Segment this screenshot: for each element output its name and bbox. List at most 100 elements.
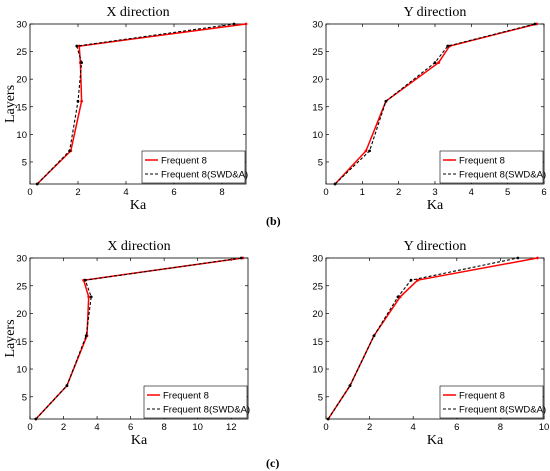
y-tick-label: 15 xyxy=(16,337,27,348)
y-axis-label: Layers xyxy=(3,319,18,357)
x-axis-label: Ka xyxy=(427,198,444,213)
chart-panel-3: X direction 0 2 4 6 8 10 12 5 10 15 20 25 30 Ka Layers F… xyxy=(3,239,250,448)
data-point xyxy=(437,61,441,65)
legend-box xyxy=(141,150,246,184)
legend: Frequent 8 Frequent 8(SWD&A) xyxy=(143,385,250,419)
legend-entry-1: Frequent 8 xyxy=(161,156,207,167)
y-tick-label: 5 xyxy=(22,157,27,168)
data-point xyxy=(396,295,400,299)
y-tick-label: 30 xyxy=(16,20,27,31)
x-tick-label: 5 xyxy=(505,187,510,198)
x-tick-label: 2 xyxy=(367,422,372,433)
series-line-2 xyxy=(36,23,235,185)
data-point xyxy=(446,44,450,48)
data-point xyxy=(364,149,368,153)
data-point xyxy=(372,334,376,338)
x-tick-label: 8 xyxy=(162,422,167,433)
y-tick-label: 5 xyxy=(318,157,323,168)
y-tick-label: 25 xyxy=(312,281,323,292)
data-point xyxy=(35,182,39,186)
y-tick-label: 10 xyxy=(312,365,323,376)
y-tick-label: 25 xyxy=(312,47,323,58)
y-tick-label: 10 xyxy=(16,365,27,376)
data-point xyxy=(333,182,337,186)
legend-entry-2: Frequent 8(SWD&A) xyxy=(161,170,248,181)
series-line-2 xyxy=(327,257,518,420)
x-tick-label: 2 xyxy=(396,187,401,198)
y-tick-label: 20 xyxy=(312,75,323,86)
legend: Frequent 8 Frequent 8(SWD&A) xyxy=(439,150,546,184)
panel-label-b: (b) xyxy=(266,214,281,228)
data-point xyxy=(68,149,71,153)
data-point xyxy=(348,384,352,388)
y-tick-label: 20 xyxy=(312,309,323,320)
chart-panel-2: Y direction 0 1 2 3 4 5 6 5 10 15 20 25 30 Ka Frequent … xyxy=(312,5,546,213)
legend-entry-1: Frequent 8 xyxy=(459,156,505,167)
chart-panel-4: Y direction 0 2 4 6 8 10 5 10 15 20 25 30 Ka Frequent … xyxy=(312,239,549,448)
data-point xyxy=(34,417,38,421)
x-tick-label: 6 xyxy=(541,187,546,198)
x-tick-label: 8 xyxy=(219,187,224,198)
legend: Frequent 8 Frequent 8(SWD&A) xyxy=(439,385,546,419)
legend: Frequent 8 Frequent 8(SWD&A) xyxy=(141,150,248,184)
x-axis-label: Ka xyxy=(130,198,147,213)
legend-entry-2: Frequent 8(SWD&A) xyxy=(459,170,546,181)
series-line-1 xyxy=(327,257,538,420)
data-point xyxy=(239,256,243,260)
x-tick-label: 6 xyxy=(454,422,459,433)
x-tick-label: 0 xyxy=(27,187,32,198)
series-line-2 xyxy=(35,257,242,420)
data-point xyxy=(384,99,388,103)
data-point xyxy=(80,61,83,65)
x-tick-label: 3 xyxy=(432,187,437,198)
data-point xyxy=(244,22,248,26)
chart-title: Y direction xyxy=(404,5,467,20)
data-point xyxy=(83,278,87,282)
x-tick-label: 0 xyxy=(27,422,32,433)
legend-entry-1: Frequent 8 xyxy=(163,391,209,402)
y-tick-label: 5 xyxy=(22,392,27,403)
plot-frame xyxy=(29,23,247,185)
x-tick-label: 2 xyxy=(75,187,80,198)
x-axis-label: Ka xyxy=(427,433,444,448)
legend-entry-2: Frequent 8(SWD&A) xyxy=(163,405,250,416)
y-tick-label: 25 xyxy=(16,47,27,58)
x-tick-label: 10 xyxy=(539,422,550,433)
x-tick-label: 0 xyxy=(323,187,328,198)
y-tick-label: 15 xyxy=(312,337,323,348)
y-tick-label: 20 xyxy=(16,75,27,86)
legend-entry-1: Frequent 8 xyxy=(459,391,505,402)
y-tick-label: 15 xyxy=(16,102,27,113)
x-tick-label: 4 xyxy=(469,187,474,198)
data-point xyxy=(87,295,91,299)
data-point xyxy=(80,99,83,103)
x-tick-label: 2 xyxy=(61,422,66,433)
x-tick-label: 12 xyxy=(226,422,237,433)
x-tick-label: 4 xyxy=(123,187,128,198)
plot-frame xyxy=(29,257,249,420)
series-line-2 xyxy=(334,23,536,185)
x-tick-label: 10 xyxy=(192,422,203,433)
data-point xyxy=(326,417,330,421)
data-point xyxy=(409,278,413,282)
x-tick-label: 4 xyxy=(411,422,416,433)
series-line-1 xyxy=(36,23,247,185)
x-tick-label: 0 xyxy=(323,422,328,433)
chart-title: X direction xyxy=(106,5,169,20)
legend-entry-2: Frequent 8(SWD&A) xyxy=(459,405,546,416)
data-point xyxy=(533,22,537,26)
data-point xyxy=(516,256,520,260)
y-tick-label: 30 xyxy=(16,254,27,265)
chart-panel-1: X direction 0 2 4 6 8 5 10 15 20 25 30 Ka Layers Frequ… xyxy=(3,5,248,213)
chart-title: X direction xyxy=(107,239,170,254)
data-point xyxy=(398,295,402,299)
y-axis-label: Layers xyxy=(3,85,18,123)
legend-box xyxy=(439,150,544,184)
data-point xyxy=(84,334,88,338)
y-tick-label: 25 xyxy=(16,281,27,292)
legend-box xyxy=(439,385,544,419)
x-tick-label: 6 xyxy=(128,422,133,433)
y-tick-label: 30 xyxy=(312,20,323,31)
x-tick-label: 6 xyxy=(171,187,176,198)
